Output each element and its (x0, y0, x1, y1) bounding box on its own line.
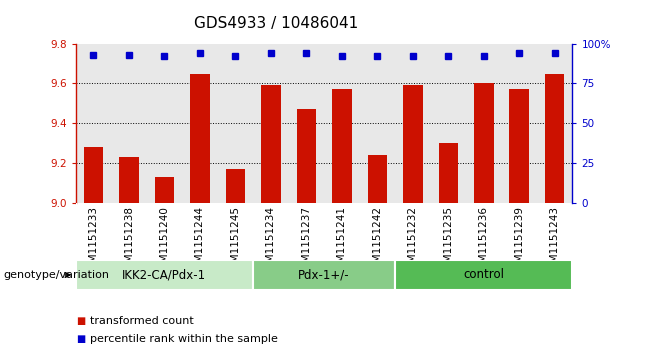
Bar (403, 85, 422, 203)
Bar (226, 169, 245, 203)
Text: Pdx-1+/-: Pdx-1+/- (298, 269, 350, 281)
Bar (76, 260, 253, 290)
Text: GSM1151244: GSM1151244 (195, 206, 205, 276)
Text: GSM1151232: GSM1151232 (408, 206, 418, 276)
Text: GSM1151237: GSM1151237 (301, 206, 311, 276)
Text: ■: ■ (76, 316, 85, 326)
Bar (368, 155, 387, 203)
Bar (332, 89, 351, 203)
Text: GSM1151233: GSM1151233 (88, 206, 99, 276)
Bar (545, 73, 565, 203)
Text: GSM1151236: GSM1151236 (479, 206, 489, 276)
Text: GSM1151238: GSM1151238 (124, 206, 134, 276)
Bar (474, 83, 494, 203)
Bar (297, 109, 316, 203)
Text: transformed count: transformed count (90, 316, 194, 326)
Text: ■: ■ (76, 334, 85, 344)
Bar (261, 85, 280, 203)
Text: GSM1151234: GSM1151234 (266, 206, 276, 276)
Text: GSM1151239: GSM1151239 (515, 206, 524, 276)
Text: GSM1151245: GSM1151245 (230, 206, 240, 276)
Text: GSM1151242: GSM1151242 (372, 206, 382, 276)
Bar (155, 177, 174, 203)
Text: control: control (463, 269, 504, 281)
Bar (84, 147, 103, 203)
Text: GSM1151241: GSM1151241 (337, 206, 347, 276)
Bar (438, 143, 458, 203)
Bar (190, 73, 210, 203)
Text: percentile rank within the sample: percentile rank within the sample (90, 334, 278, 344)
Text: GSM1151235: GSM1151235 (443, 206, 453, 276)
Bar (253, 260, 395, 290)
Bar (509, 89, 529, 203)
Bar (119, 157, 139, 203)
Text: GDS4933 / 10486041: GDS4933 / 10486041 (194, 16, 359, 31)
Text: genotype/variation: genotype/variation (3, 270, 109, 280)
Bar (395, 260, 572, 290)
Text: GSM1151243: GSM1151243 (549, 206, 560, 276)
Text: GSM1151240: GSM1151240 (159, 206, 169, 276)
Text: IKK2-CA/Pdx-1: IKK2-CA/Pdx-1 (122, 269, 207, 281)
